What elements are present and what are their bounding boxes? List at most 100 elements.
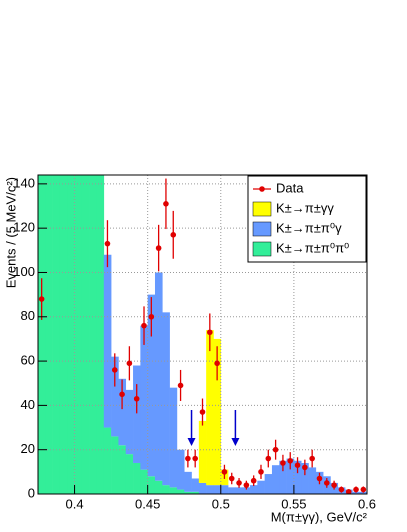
data-point (228, 475, 235, 482)
data-point (353, 486, 359, 493)
histogram-bar (38, 175, 46, 494)
histogram-bar (206, 485, 214, 494)
data-point (170, 232, 177, 238)
legend-swatch (252, 221, 272, 237)
data-point (323, 480, 330, 486)
histogram-bar (250, 485, 258, 494)
histogram-bar (52, 175, 61, 494)
data-point (141, 322, 147, 329)
y-tick-label: 100 (13, 264, 35, 279)
histogram-bar (147, 476, 156, 494)
histogram-bar (133, 365, 141, 463)
histogram-bar (308, 467, 317, 494)
data-point (221, 469, 228, 475)
frame (37, 174, 368, 495)
data-point (331, 482, 337, 488)
histogram-bar (228, 487, 236, 494)
x-tick-label: 0.5 (212, 496, 230, 511)
data-point (250, 477, 257, 484)
data-point (148, 313, 155, 320)
arrow-head (231, 438, 240, 446)
data-point (302, 464, 308, 471)
data-point (177, 382, 184, 389)
y-tick-label: 0 (28, 485, 35, 500)
histogram-bar (103, 254, 112, 428)
x-tick-label: 0.55 (281, 496, 306, 511)
histogram-bar (184, 471, 192, 492)
x-axis-title: M(π±γγ), GeV/c² (271, 509, 368, 524)
histogram-bar (169, 487, 178, 494)
histogram-bar (191, 491, 200, 494)
histogram-bar (220, 485, 229, 494)
histogram-bar (264, 474, 273, 494)
data-point (199, 409, 206, 415)
histogram-bar (235, 487, 244, 494)
data-point (214, 360, 220, 367)
histogram-bar (213, 485, 222, 494)
histogram-bar (154, 272, 163, 481)
histogram-bar (89, 175, 97, 494)
data-point (38, 296, 45, 302)
legend-marker (259, 186, 265, 192)
histogram-bar (176, 449, 185, 490)
histogram-bar (67, 175, 75, 494)
y-tick-label: 20 (21, 441, 35, 456)
histogram-bar (154, 480, 163, 494)
histogram-bar (118, 445, 127, 494)
histogram-bar (206, 330, 214, 486)
histogram-bar (125, 389, 134, 455)
plot-area (38, 175, 367, 494)
histogram-bar (184, 491, 192, 494)
legend-label: K±→π±π⁰γ (276, 220, 342, 235)
x-tick-label: 0.6 (358, 496, 376, 511)
histogram-bar (111, 436, 119, 494)
histogram-bar (133, 462, 141, 494)
data-point (258, 469, 264, 475)
histogram-bar (140, 469, 148, 494)
data-point (207, 329, 213, 336)
legend-label: Data (276, 180, 304, 195)
histogram-bar (242, 487, 251, 494)
y-tick-label: 60 (21, 353, 35, 368)
x-tick-label: 0.45 (135, 496, 160, 511)
histogram-bar (352, 491, 360, 494)
data-point (192, 455, 198, 462)
data-point (309, 455, 315, 462)
histogram-bar (81, 175, 90, 494)
data-point (163, 200, 169, 207)
histogram-bar (111, 356, 119, 437)
histogram-bar (140, 325, 148, 470)
histogram-bar (176, 489, 185, 494)
data-point (133, 395, 140, 402)
histogram-bar (293, 460, 302, 494)
data-point (126, 360, 133, 367)
data-point (104, 240, 111, 247)
data-point (345, 488, 352, 494)
data-point (280, 460, 286, 466)
data-point (111, 367, 118, 373)
histogram-bar (118, 378, 127, 446)
histogram-bar (96, 175, 105, 494)
histogram-bar (45, 175, 53, 494)
histogram-bar (59, 175, 68, 494)
data-point (338, 486, 345, 493)
histogram-bar (279, 460, 287, 494)
y-axis-title: Events / (5 MeV/c²) (3, 177, 18, 288)
histogram-bar (103, 427, 112, 494)
data-point (294, 462, 301, 469)
histogram-bar (359, 491, 367, 494)
y-tick-label: 140 (13, 175, 35, 190)
histogram-bar (147, 294, 156, 477)
x-tick-label: 0.4 (66, 496, 84, 511)
data-point (360, 486, 367, 493)
histogram-bar (257, 480, 265, 494)
data-point (119, 391, 125, 398)
y-tick-label: 120 (13, 220, 35, 235)
histogram-bar (74, 175, 83, 494)
histogram-bar (198, 420, 207, 483)
histogram-bar (301, 462, 309, 494)
legend-swatch (252, 201, 272, 217)
y-tick-label: 40 (21, 397, 35, 412)
data-point (287, 457, 294, 464)
